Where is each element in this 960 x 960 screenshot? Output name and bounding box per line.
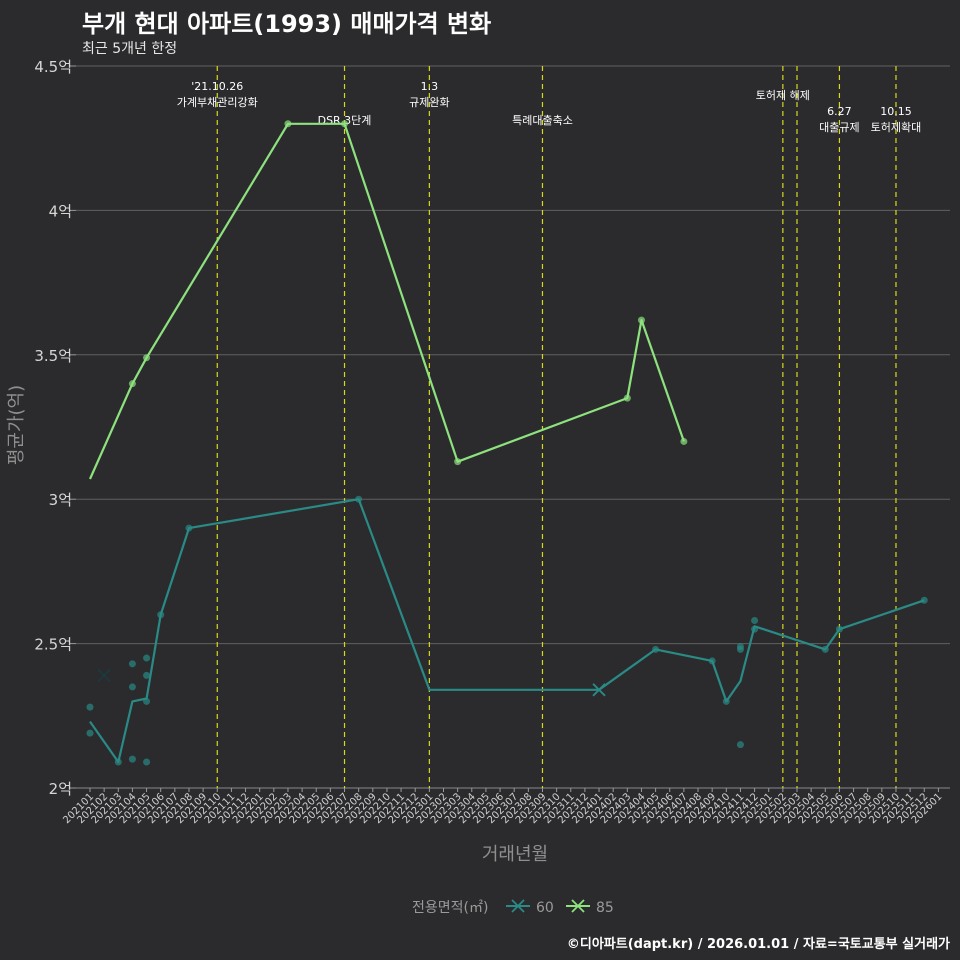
data-point-60 [143,758,151,766]
legend-swatch-cross[interactable] [571,899,585,913]
y-tick-label: 4.5억 [34,58,72,76]
data-point-60 [185,524,193,532]
legend-label-85[interactable]: 85 [596,900,614,916]
event-label: 가계부채관리강화 [177,96,258,109]
chart-subtitle: 최근 5개년 한정 [82,41,178,57]
data-point-85 [637,316,645,324]
data-point-60 [128,683,136,691]
event-label: 6.27 [827,105,852,118]
y-tick-label: 4억 [49,202,72,220]
source-footer: ©디아파트(dapt.kr) / 2026.01.01 / 자료=국토교통부 실… [566,937,950,952]
x-axis-ticks: 2021012021022021032021042021052021062021… [61,788,945,826]
event-label: 규제완화 [409,96,449,109]
legend-label-60[interactable]: 60 [536,900,554,916]
event-label: 1.3 [421,80,439,93]
y-tick-label: 2.5억 [34,636,72,654]
data-point-60 [722,697,730,705]
grid-lines [76,65,950,789]
data-point-60 [652,645,660,653]
event-label: 10.15 [880,105,912,118]
data-point-60 [128,755,136,763]
data-point-85 [143,354,151,362]
data-point-60 [751,625,759,633]
series-line-85 [88,122,685,480]
data-point-85 [341,120,349,128]
data-point-60 [86,729,94,737]
cross-marker-60 [592,683,606,697]
event-label: '21.10.26 [191,80,243,93]
data-point-60 [114,758,122,766]
event-label: 특례대출축소 [512,114,573,127]
legend-title: 전용면적(㎡) [412,900,488,916]
y-tick-label: 2억 [49,780,72,798]
data-point-85 [680,437,688,445]
data-point-60 [821,645,829,653]
cross-marker-60 [97,668,111,683]
event-label: 토허제 해제 [756,88,810,102]
data-point-60 [86,703,94,711]
data-point-60 [736,741,744,749]
event-label: 토허제확대 [871,121,922,134]
data-point-60 [708,657,716,665]
data-point-60 [751,616,759,624]
data-point-60 [128,660,136,668]
y-axis-ticks: 2억 2.5억 3억 3.5억 4억 4.5억 [34,58,76,798]
y-tick-label: 3억 [49,491,72,509]
data-point-60 [835,625,843,633]
data-point-85 [128,380,136,388]
series-layer [86,120,928,766]
data-point-60 [355,495,363,503]
data-point-60 [920,596,928,604]
series-line-60 [89,498,925,764]
y-tick-label: 3.5억 [34,347,72,365]
data-point-60 [157,611,165,619]
x-axis-title: 거래년월 [482,844,548,865]
chart-title: 부개 현대 아파트(1993) 매매가격 변화 [82,10,492,38]
event-label: 대출규제 [819,121,859,134]
data-point-85 [454,458,462,466]
legend-swatch-cross[interactable] [511,899,525,913]
data-point-60 [143,697,151,705]
y-axis-title: 평균가(억) [6,385,27,465]
data-point-60 [736,645,744,653]
data-point-60 [143,671,151,679]
data-point-85 [284,120,292,128]
legend[interactable]: 전용면적(㎡) 60 85 [412,899,614,916]
data-point-60 [143,654,151,662]
data-point-85 [623,394,631,402]
